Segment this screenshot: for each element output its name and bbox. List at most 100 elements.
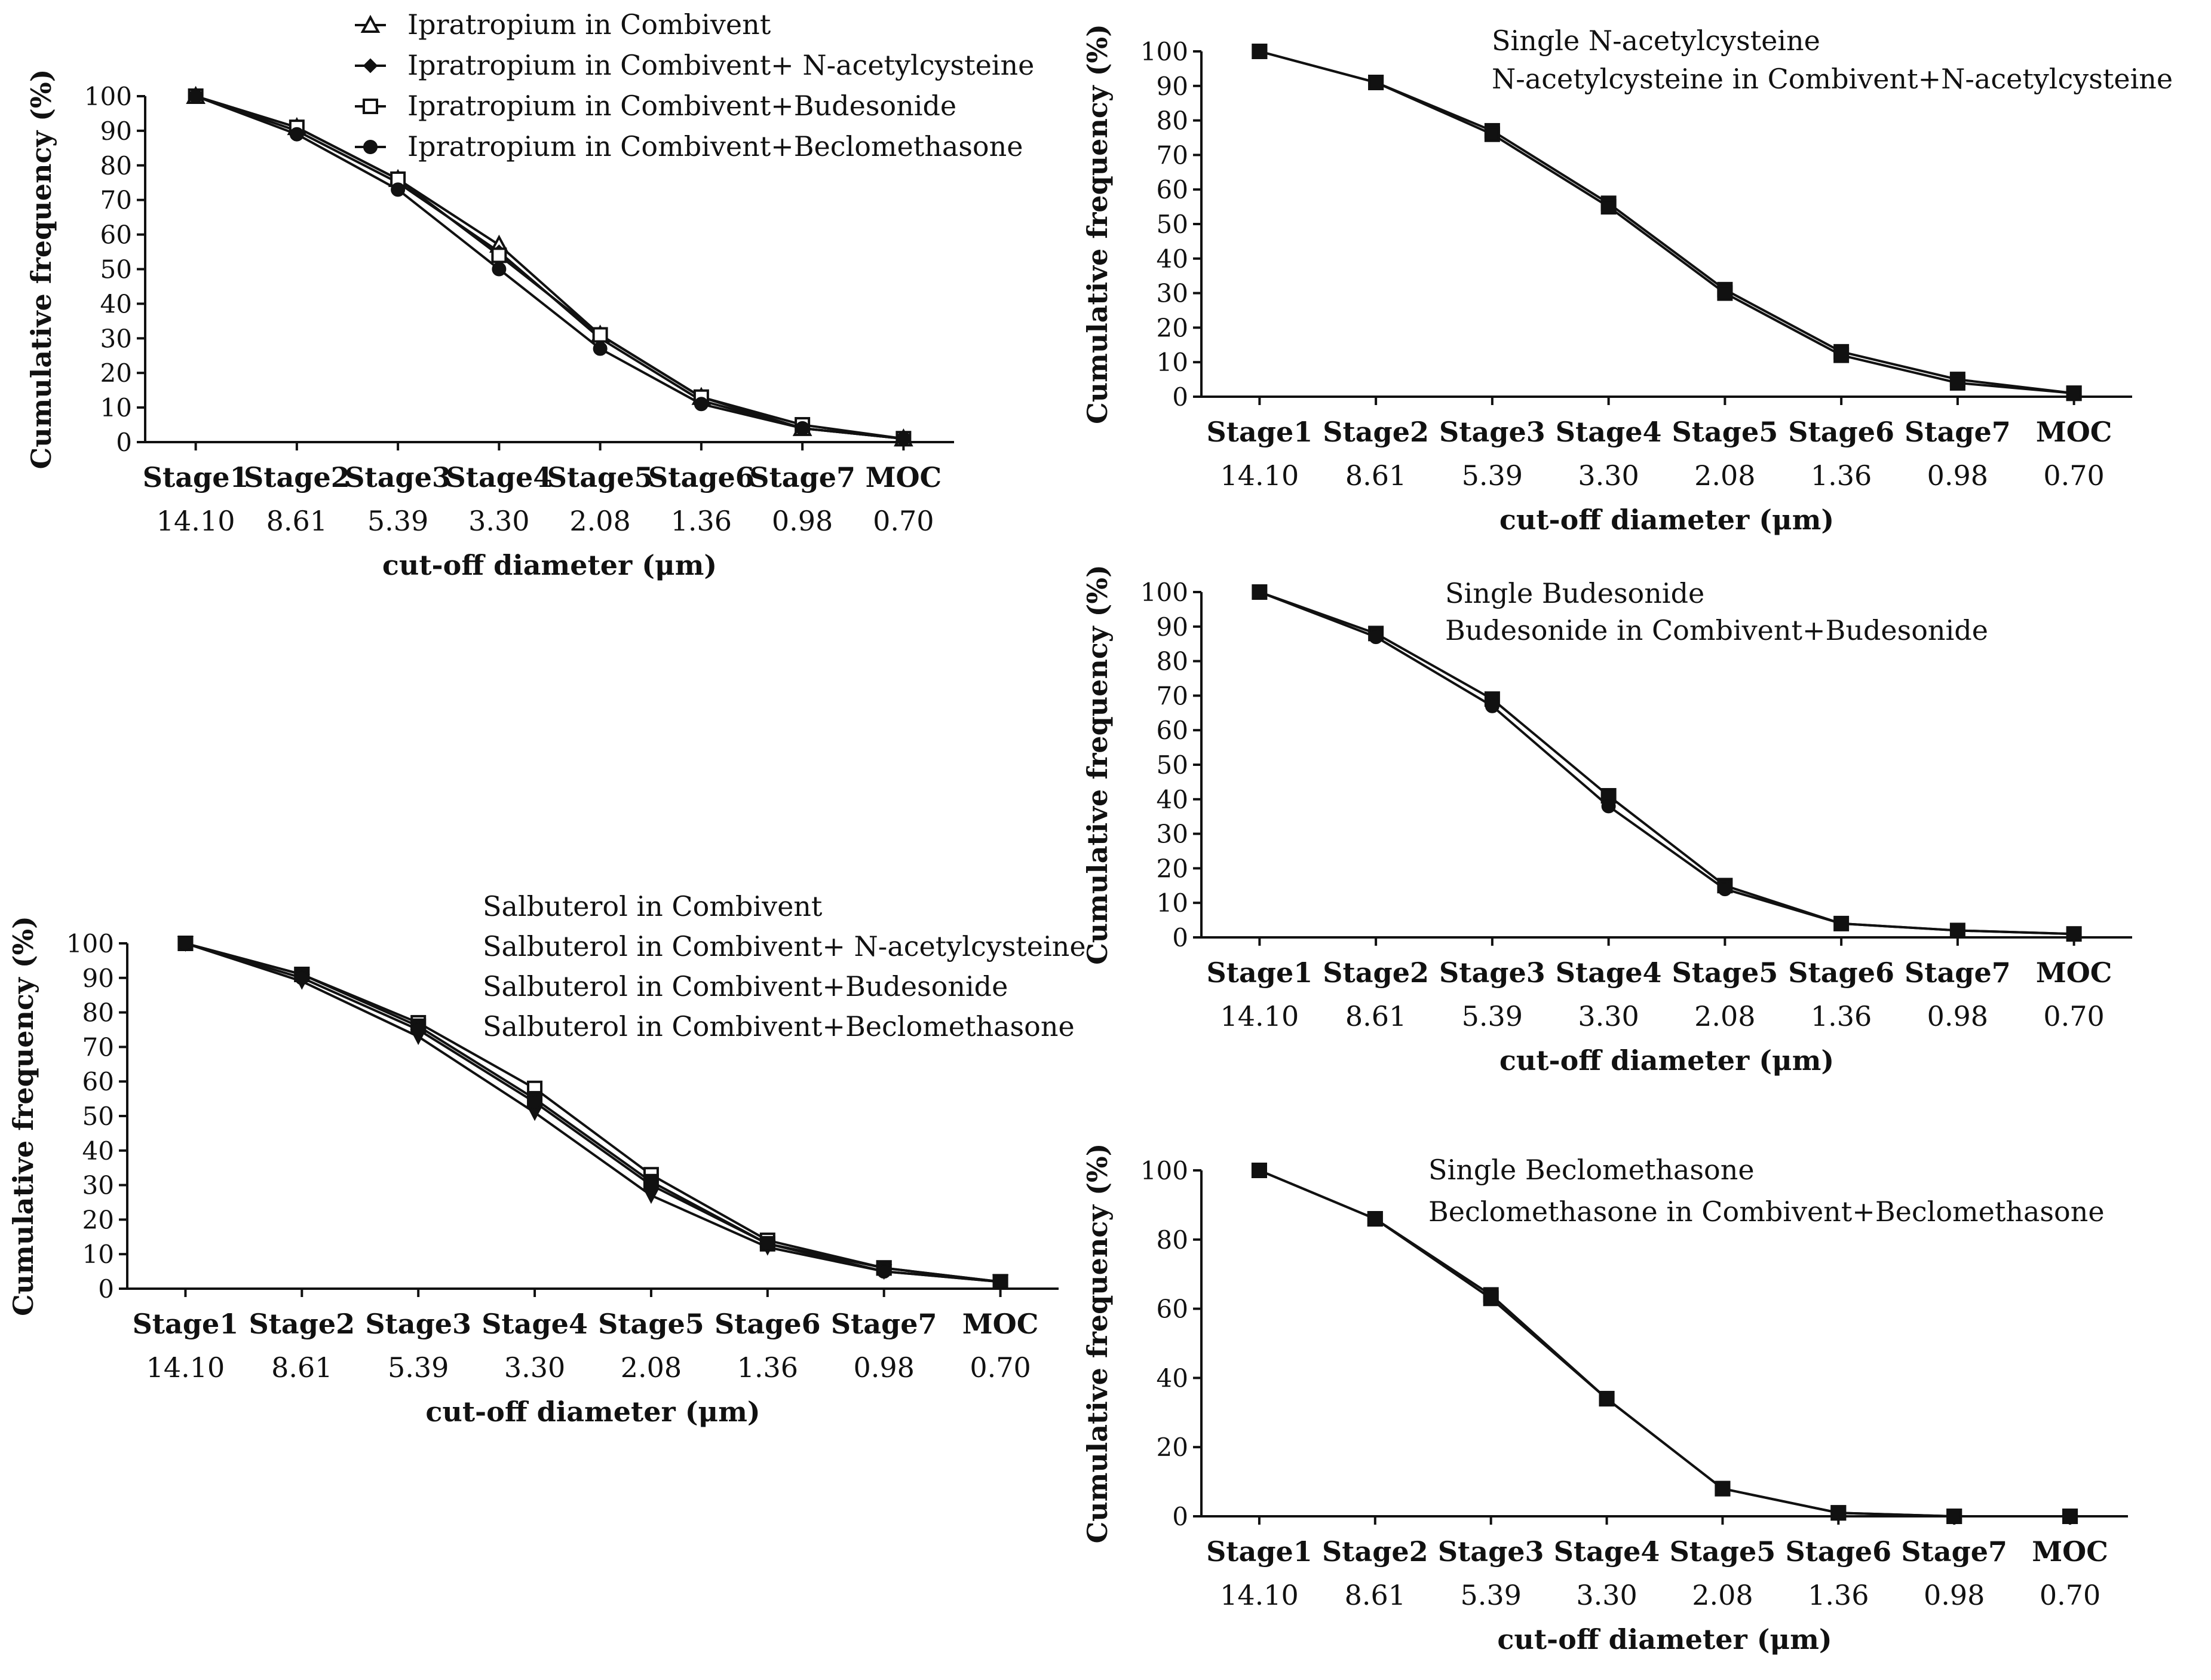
x-cutoff-label: 0.70 [2043,1000,2104,1032]
legend-marker [363,99,378,114]
data-point [592,327,608,343]
data-point [411,1022,426,1037]
x-cutoff-label: 2.08 [569,505,630,537]
x-cutoff-label: 2.08 [621,1351,682,1384]
x-axis-title: cut-off diameter (μm) [425,1396,760,1428]
legend-label: Ipratropium in Combivent+Budesonide [407,90,956,122]
y-tick-label: 30 [1157,820,1188,849]
legend-label: Salbuterol in Combivent+Budesonide [483,970,1008,1003]
x-tick-label: Stage4 [446,461,553,493]
x-tick-label: Stage2 [249,1308,355,1340]
x-cutoff-label: 0.70 [873,505,934,537]
y-tick-label: 80 [1157,647,1188,676]
x-cutoff-label: 0.98 [853,1351,914,1384]
legend-label: Salbuterol in Combivent+Beclomethasone [483,1010,1075,1043]
x-tick-label: Stage7 [1901,1535,2007,1568]
y-tick-label: 30 [1157,279,1188,308]
x-cutoff-label: 0.98 [772,505,833,537]
x-cutoff-label: 8.61 [266,505,327,537]
y-tick-label: 10 [1157,348,1188,377]
y-tick-label: 0 [1172,1502,1188,1531]
x-cutoff-label: 8.61 [1345,1579,1406,1611]
legend-label: Budesonide in Combivent+Budesonide [1445,614,1988,646]
series-line [1259,50,2074,395]
x-tick-label: Stage7 [831,1308,937,1340]
data-point [1369,630,1384,645]
y-tick-label: 20 [1157,854,1188,883]
x-tick-label: Stage4 [1556,957,1662,989]
x-cutoff-label: 14.10 [1221,459,1299,492]
y-tick-label: 10 [1157,888,1188,918]
x-tick-label: Stage3 [365,1308,471,1340]
x-tick-label: Stage3 [345,461,451,493]
data-point [178,936,193,951]
x-tick-label: Stage6 [1785,1535,1891,1568]
x-tick-label: Stage1 [1207,957,1313,989]
chart-salbuterol: 0 10 20 30 40 50 60 70 80 90 100 Stage1 14.10 Stage2 8… [7,890,1086,1428]
x-tick-label: Stage1 [143,461,249,493]
data-point [1252,585,1267,599]
chart-budesonide: 0 10 20 30 40 50 60 70 80 90 100 Stage1 14.10 Stage2 8… [1081,565,2132,1077]
x-cutoff-label: 5.39 [1462,1000,1523,1032]
y-tick-label: 100 [84,82,132,111]
series-line [1259,1169,2071,1517]
x-tick-label: Stage2 [1322,1535,1428,1568]
x-cutoff-label: 3.30 [504,1351,565,1384]
x-axis-title: cut-off diameter (μm) [1499,1044,1834,1077]
chart-ipratropium: 0 10 20 30 40 50 60 70 80 90 100 Stage1 14.10 Stage2 8… [25,8,1034,581]
x-tick-label: Stage3 [1439,957,1545,989]
data-point [1715,1480,1731,1497]
x-cutoff-label: 0.98 [1927,459,1988,492]
data-point [2062,1509,2078,1524]
y-axis-title: Cumulative frequency (%) [25,69,57,470]
x-cutoff-label: 3.30 [1578,459,1639,492]
legend-label: Ipratropium in Combivent+Beclomethasone [407,130,1023,163]
data-point [795,421,810,436]
y-tick-label: 70 [82,1032,114,1062]
y-tick-label: 50 [1157,210,1188,239]
x-cutoff-label: 14.10 [1221,1000,1299,1032]
x-cutoff-label: 5.39 [1460,1579,1521,1611]
data-point [1367,1211,1383,1227]
y-axis-title: Cumulative frequency (%) [1081,565,1114,965]
series-line [185,942,1001,1283]
y-tick-label: 90 [82,964,114,993]
y-tick-label: 40 [1157,1363,1188,1393]
legend-marker [363,58,378,73]
x-tick-label: Stage5 [1672,416,1778,448]
legend-label: Single Budesonide [1445,577,1704,609]
x-tick-label: Stage4 [1556,416,1662,448]
y-tick-label: 90 [1157,72,1188,101]
x-tick-label: Stage2 [244,461,350,493]
x-tick-label: Stage5 [547,461,654,493]
x-tick-label: Stage1 [133,1308,239,1340]
data-point [289,127,304,142]
data-point [1949,375,1965,391]
y-tick-label: 100 [1140,578,1188,607]
data-point [1833,347,1850,363]
legend-label: N-acetylcysteine in Combivent+N-acetylcy… [1492,63,2173,95]
chart-nac: 0 10 20 30 40 50 60 70 80 90 100 Stage1 14.10 Stage2 8… [1081,24,2173,536]
y-tick-label: 40 [1157,244,1188,274]
y-tick-label: 60 [1157,1295,1188,1324]
series-line [1259,591,2074,936]
legend-label: Salbuterol in Combivent+ N-acetylcystein… [483,930,1086,962]
data-point [528,1095,542,1109]
x-cutoff-label: 14.10 [157,505,235,537]
y-tick-label: 70 [1157,681,1188,710]
series-line [1259,50,2074,395]
y-tick-label: 90 [1157,612,1188,642]
x-cutoff-label: 8.61 [1345,459,1406,492]
x-cutoff-label: 0.70 [970,1351,1031,1384]
x-tick-label: Stage5 [1670,1535,1776,1568]
data-point [760,1236,775,1251]
data-point [1484,126,1500,142]
y-tick-label: 60 [100,220,132,250]
x-cutoff-label: 3.30 [468,505,529,537]
data-point [1950,923,1965,938]
legend-label: Ipratropium in Combivent [407,8,771,41]
data-point [1368,75,1384,91]
y-tick-label: 80 [100,151,132,180]
y-tick-label: 70 [100,186,132,215]
x-tick-label: Stage4 [1554,1535,1660,1568]
